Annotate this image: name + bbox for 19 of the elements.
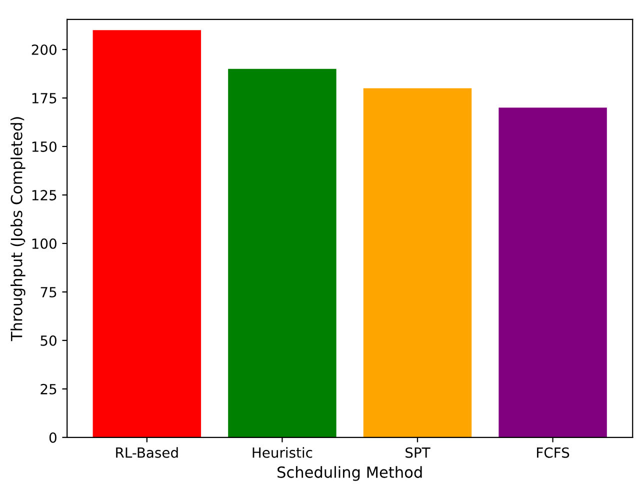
bar <box>228 68 336 438</box>
x-tick-label: SPT <box>406 447 430 458</box>
bar <box>363 88 472 438</box>
y-tick-label: 25 <box>40 384 56 394</box>
y-tick-label: 200 <box>32 44 56 55</box>
y-tick-label: 0 <box>49 432 56 443</box>
x-tick-label: RL-Based <box>116 447 178 458</box>
x-axis-title: Scheduling Method <box>278 466 422 481</box>
bar <box>92 30 202 438</box>
x-tick-label: Heuristic <box>252 447 312 458</box>
y-tick-label: 175 <box>32 93 56 104</box>
y-tick-label: 150 <box>32 141 56 152</box>
x-tick-label: FCFS <box>537 447 570 458</box>
y-tick-label: 50 <box>40 335 56 346</box>
y-tick-label: 125 <box>32 190 56 200</box>
y-axis-title: Throughput (Jobs Completed) <box>10 117 26 342</box>
y-tick-label: 75 <box>40 287 56 298</box>
y-tick-label: 100 <box>32 238 56 249</box>
bar <box>498 108 607 438</box>
